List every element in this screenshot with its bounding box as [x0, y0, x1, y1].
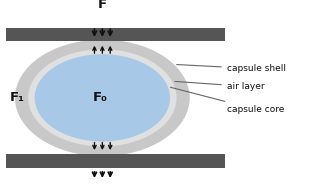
- Ellipse shape: [15, 40, 190, 156]
- Text: F₁: F₁: [10, 91, 25, 104]
- Text: F₀: F₀: [93, 91, 108, 104]
- Bar: [6, 28, 225, 41]
- Text: F: F: [98, 0, 107, 11]
- Text: capsule core: capsule core: [170, 87, 284, 114]
- Bar: [6, 154, 225, 168]
- Text: air layer: air layer: [175, 82, 265, 91]
- Ellipse shape: [28, 49, 177, 146]
- Ellipse shape: [35, 54, 170, 142]
- Text: capsule shell: capsule shell: [177, 64, 286, 73]
